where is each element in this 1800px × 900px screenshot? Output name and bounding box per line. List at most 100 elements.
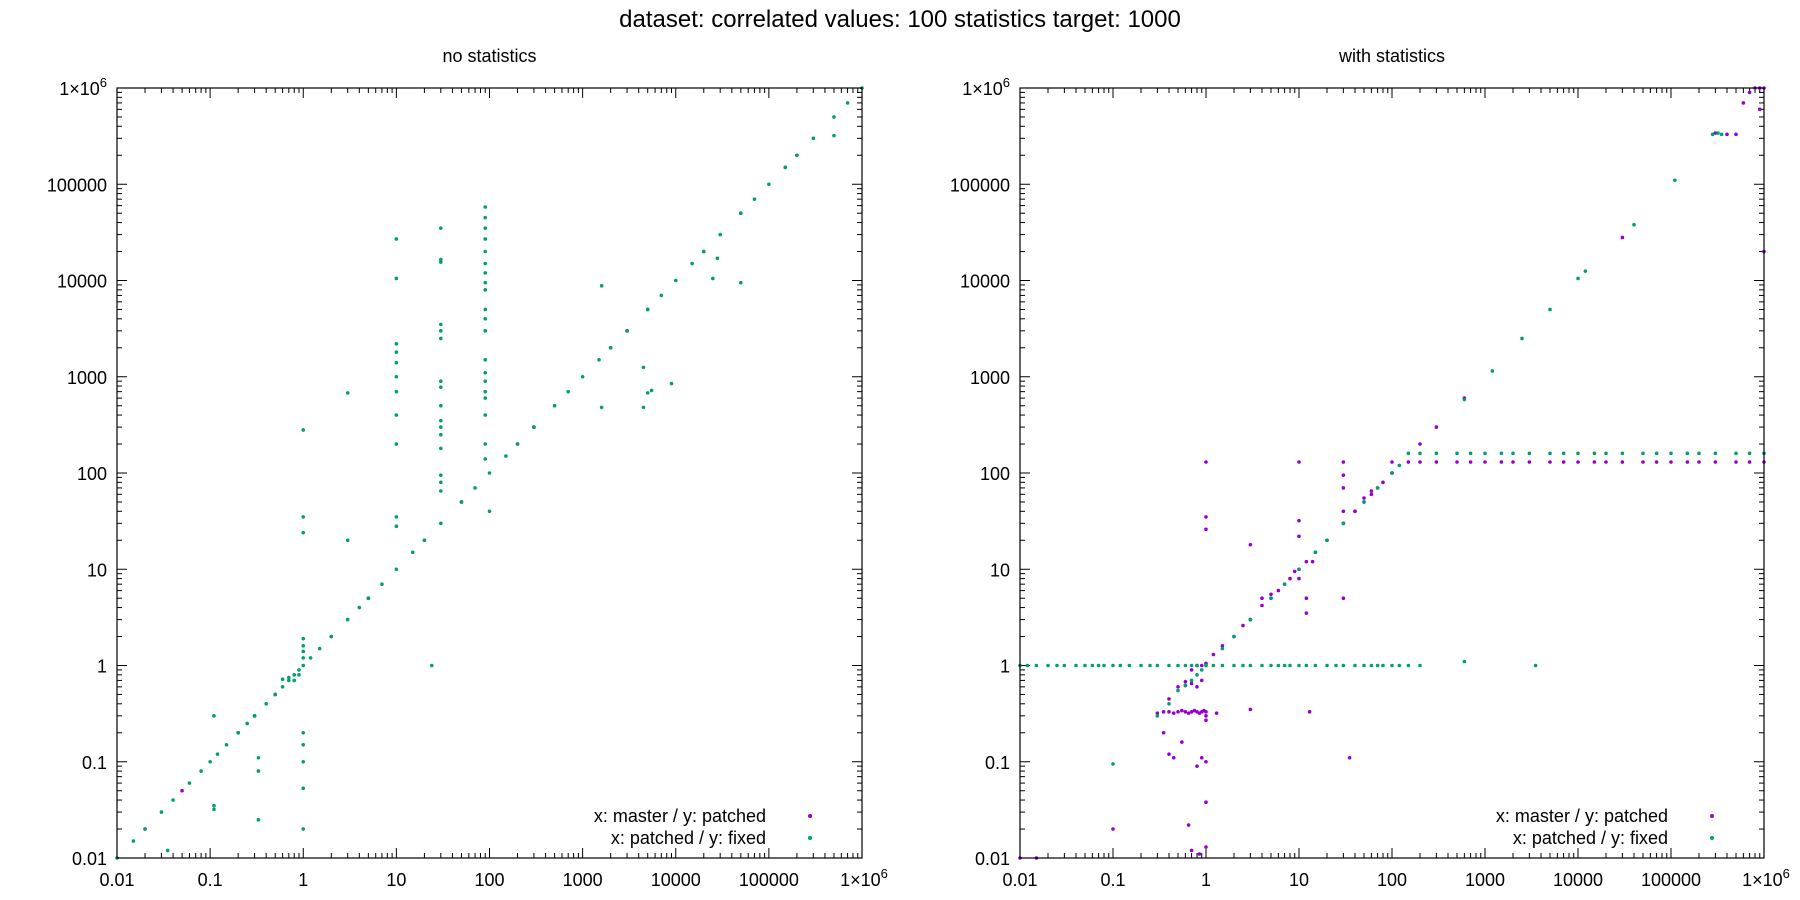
y-tick-label: 10000 xyxy=(960,272,1010,292)
data-point xyxy=(1406,663,1411,668)
data-point xyxy=(483,237,488,241)
data-point xyxy=(301,759,306,764)
data-point xyxy=(1304,559,1309,564)
data-point xyxy=(483,280,488,285)
data-point xyxy=(1204,845,1208,849)
data-point xyxy=(752,197,757,201)
x-tick-label: 0.01 xyxy=(1002,870,1037,890)
data-point xyxy=(1171,755,1176,760)
data-point xyxy=(1583,269,1588,273)
x-tick-label: 1×106 xyxy=(840,866,888,890)
data-point xyxy=(1171,711,1176,715)
data-point xyxy=(1313,663,1318,668)
data-point xyxy=(429,663,434,668)
x-tick-label: 0.1 xyxy=(1100,870,1125,890)
data-point xyxy=(483,396,488,400)
plot-frame xyxy=(116,87,863,859)
data-point xyxy=(1418,442,1422,446)
series-2 xyxy=(115,86,864,860)
data-point xyxy=(1195,685,1199,689)
data-point xyxy=(483,307,488,312)
data-point xyxy=(329,634,334,639)
data-point xyxy=(1180,740,1184,744)
data-point xyxy=(1232,663,1236,668)
x-tick-label: 100000 xyxy=(739,870,799,890)
data-point xyxy=(252,714,257,718)
legend-label: x: patched / y: fixed xyxy=(1513,828,1668,848)
data-point xyxy=(159,810,164,814)
data-point xyxy=(1548,307,1552,312)
data-point xyxy=(366,596,371,601)
data-point xyxy=(1269,663,1273,668)
data-point xyxy=(256,769,261,773)
legend-marker xyxy=(808,836,812,840)
data-point xyxy=(1276,588,1281,593)
data-point xyxy=(795,153,799,158)
data-point xyxy=(1282,663,1287,668)
data-point xyxy=(292,673,297,677)
data-point xyxy=(1418,663,1422,668)
data-point xyxy=(301,743,306,747)
data-point xyxy=(532,425,536,429)
y-tick-label: 100 xyxy=(77,464,107,484)
data-point xyxy=(832,133,836,138)
data-point xyxy=(1139,663,1143,668)
x-tick-label: 10000 xyxy=(651,870,701,890)
data-point xyxy=(394,567,399,572)
data-point xyxy=(1189,848,1194,853)
data-point xyxy=(1204,718,1208,723)
data-point xyxy=(1199,668,1204,672)
series-1 xyxy=(143,153,799,831)
y-tick-label: 100 xyxy=(980,464,1010,484)
data-point xyxy=(1604,451,1608,456)
data-point xyxy=(1341,460,1346,464)
data-point xyxy=(1434,460,1439,464)
data-point xyxy=(308,656,313,660)
data-point xyxy=(1511,460,1515,464)
data-point xyxy=(1341,596,1346,601)
data-point xyxy=(487,471,492,475)
data-point xyxy=(394,360,399,365)
data-point xyxy=(280,677,285,682)
data-point xyxy=(1148,663,1152,668)
data-point xyxy=(1183,683,1188,688)
data-point xyxy=(1734,460,1738,464)
data-point xyxy=(1276,663,1281,668)
data-point xyxy=(1757,107,1762,112)
data-point xyxy=(1548,460,1552,464)
data-point xyxy=(1167,752,1171,756)
data-point xyxy=(439,489,443,493)
data-point xyxy=(1297,460,1301,464)
chart-panel-2: with statistics 0.010.01 0.1 0.1 1 1 10 10 100 10… xyxy=(950,46,1790,890)
data-point xyxy=(1347,755,1352,760)
data-point xyxy=(1199,755,1204,760)
data-point xyxy=(645,307,650,312)
data-point xyxy=(515,442,520,446)
data-point xyxy=(608,345,613,350)
data-point xyxy=(256,817,261,822)
data-point xyxy=(439,473,443,477)
data-point xyxy=(599,405,604,410)
data-point xyxy=(711,276,715,281)
data-point xyxy=(1418,451,1422,456)
data-point xyxy=(171,798,175,802)
data-point xyxy=(1483,451,1487,456)
data-point xyxy=(301,649,306,654)
data-point xyxy=(301,515,306,519)
data-point xyxy=(1211,652,1216,657)
data-point xyxy=(1576,451,1580,456)
data-point xyxy=(1381,480,1385,485)
data-point xyxy=(669,381,674,386)
y-tick-label: 0.1 xyxy=(985,753,1010,773)
data-point xyxy=(1204,460,1208,464)
data-point xyxy=(180,788,184,793)
data-point xyxy=(1197,852,1202,856)
y-tick-label: 100000 xyxy=(47,175,107,195)
data-point xyxy=(690,261,694,266)
data-point xyxy=(1176,685,1180,689)
data-point xyxy=(483,271,488,275)
data-point xyxy=(287,675,291,680)
data-point xyxy=(1341,486,1346,490)
data-point xyxy=(301,530,306,535)
